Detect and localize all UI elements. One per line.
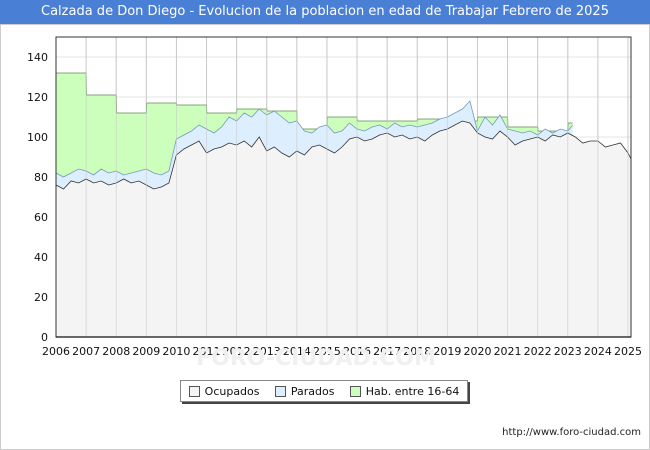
x-tick-label: 2020 xyxy=(463,345,491,358)
y-tick-label: 80 xyxy=(34,171,48,184)
legend-label-parados: Parados xyxy=(290,384,335,398)
chart-panel: 0 20 40 60 80 100 120 140 2006 2007 2008 2009 2010 20… xyxy=(0,24,650,450)
legend-item-parados: Parados xyxy=(274,384,335,398)
legend-label-hab: Hab. entre 16-64 xyxy=(365,384,460,398)
y-tick-label: 20 xyxy=(34,291,48,304)
x-tick-label: 2017 xyxy=(373,345,401,358)
x-tick-label: 2007 xyxy=(72,345,100,358)
chart-legend: Ocupados Parados Hab. entre 16-64 xyxy=(180,380,468,402)
legend-item-ocupados: Ocupados xyxy=(188,384,260,398)
y-tick-label: 60 xyxy=(34,211,48,224)
x-tick-label: 2021 xyxy=(494,345,522,358)
x-tick-label: 2025 xyxy=(614,345,642,358)
x-tick-label: 2018 xyxy=(403,345,431,358)
x-tick-label: 2015 xyxy=(313,345,341,358)
legend-swatch-hab xyxy=(349,385,361,397)
x-tick-label: 2011 xyxy=(193,345,221,358)
legend-swatch-parados xyxy=(274,385,286,397)
area-ocupados xyxy=(56,121,631,337)
x-tick-label: 2014 xyxy=(283,345,311,358)
y-tick-label: 40 xyxy=(34,251,48,264)
legend-swatch-ocupados xyxy=(188,385,200,397)
y-tick-label: 140 xyxy=(27,51,48,64)
legend-item-hab: Hab. entre 16-64 xyxy=(349,384,460,398)
x-tick-label: 2024 xyxy=(584,345,612,358)
x-tick-label: 2012 xyxy=(223,345,251,358)
x-tick-label: 2006 xyxy=(42,345,70,358)
y-tick-label: 120 xyxy=(27,91,48,104)
line-ocupados xyxy=(55,120,632,190)
watermark: FORO-CIUDAD.COM xyxy=(196,346,436,371)
legend-label-ocupados: Ocupados xyxy=(204,384,260,398)
x-tick-label: 2008 xyxy=(102,345,130,358)
y-tick-label: 0 xyxy=(41,331,48,344)
line-parados xyxy=(55,100,573,178)
x-tick-label: 2013 xyxy=(253,345,281,358)
chart-title: Calzada de Don Diego - Evolucion de la p… xyxy=(0,0,650,24)
x-tick-label: 2022 xyxy=(524,345,552,358)
x-tick-label: 2023 xyxy=(554,345,582,358)
x-tick-label: 2016 xyxy=(343,345,371,358)
x-tick-label: 2009 xyxy=(132,345,160,358)
source-url: http://www.foro-ciudad.com xyxy=(502,427,641,438)
y-tick-label: 100 xyxy=(27,131,48,144)
x-tick-label: 2019 xyxy=(433,345,461,358)
x-tick-label: 2010 xyxy=(162,345,190,358)
